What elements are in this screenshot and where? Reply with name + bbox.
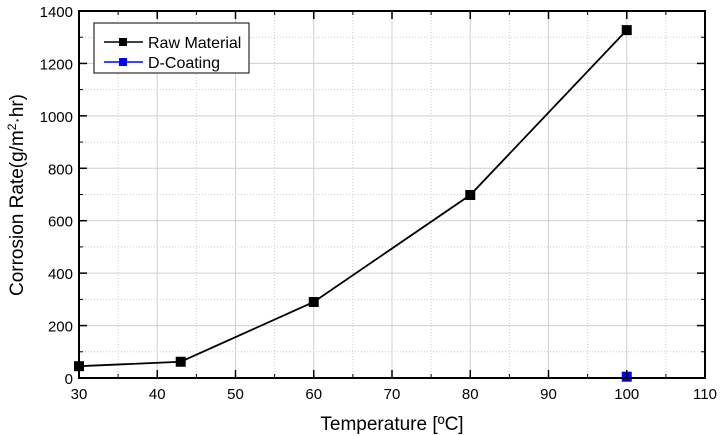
x-tick-label: 110 bbox=[693, 386, 717, 403]
legend-label-raw-material: Raw Material bbox=[148, 35, 241, 52]
y-tick-label: 1000 bbox=[40, 109, 73, 126]
x-tick-label: 60 bbox=[305, 386, 322, 403]
x-tick-label: 80 bbox=[462, 386, 479, 403]
data-point-raw-material bbox=[621, 25, 632, 36]
data-point-raw-material bbox=[308, 296, 319, 307]
x-tick-label: 90 bbox=[540, 386, 557, 403]
legend-marker-raw-material bbox=[119, 38, 127, 46]
x-axis-label: Temperature [ºC] bbox=[320, 414, 463, 435]
y-tick-label: 1400 bbox=[40, 4, 73, 21]
legend-marker-d-coating bbox=[119, 58, 127, 66]
y-tick-label: 0 bbox=[65, 371, 73, 388]
legend-label-d-coating: D-Coating bbox=[148, 55, 220, 72]
y-axis-label: Corrosion Rate(g/m2·hr) bbox=[5, 94, 28, 296]
axis-ticks: 30 40 50 60 70 80 90 100 110 0 200 400 600 800 1000 120… bbox=[40, 4, 717, 403]
y-tick-label: 800 bbox=[48, 161, 73, 178]
x-tick-label: 50 bbox=[227, 386, 244, 403]
x-tick-label: 100 bbox=[614, 386, 639, 403]
y-tick-label: 200 bbox=[48, 319, 73, 336]
legend: Raw Material D-Coating bbox=[93, 22, 250, 74]
data-point-raw-material bbox=[175, 356, 186, 367]
x-tick-label: 30 bbox=[71, 386, 88, 403]
y-tick-label: 400 bbox=[48, 266, 73, 283]
x-tick-label: 40 bbox=[149, 386, 166, 403]
y-tick-label: 600 bbox=[48, 214, 73, 231]
x-tick-label: 70 bbox=[384, 386, 401, 403]
data-point-raw-material bbox=[465, 190, 476, 201]
y-tick-label: 1200 bbox=[40, 56, 73, 73]
